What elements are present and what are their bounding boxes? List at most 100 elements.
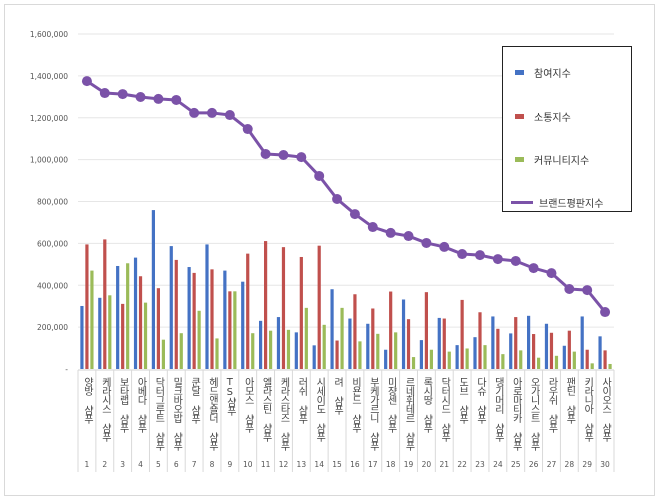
y-tick-label: 400,000 (37, 281, 68, 290)
brand-reputation-point (403, 231, 414, 242)
bar-2 (406, 319, 411, 369)
bar-2 (442, 318, 446, 369)
category-label: 엘라스틴 샴푸 (260, 376, 272, 443)
category-label: 아베다 샴푸 (135, 377, 147, 434)
category-label: 아모스 샴푸 (242, 377, 254, 434)
legend: 참여지수 소통지수 커뮤니티지수 브랜드평판지수 (502, 46, 632, 212)
category-label: 밀크바오밥 샴푸 (171, 377, 183, 452)
bar-1 (455, 345, 459, 369)
brand-reputation-point (314, 170, 325, 181)
bar-1 (401, 299, 406, 369)
category-label: 르네휘테르 샴푸 (403, 377, 415, 452)
legend-label: 브랜드평판지수 (539, 199, 604, 210)
bar-3 (197, 310, 201, 369)
category-label: 양방 샴푸 (81, 377, 93, 425)
category-label: TS샴푸 (224, 377, 236, 417)
category-label: 닥터그루트 샴푸 (153, 377, 165, 452)
category-label: 아로마티카 샴푸 (510, 377, 522, 452)
category-label: 라우쉬 샴푸 (546, 377, 558, 434)
bar-1 (223, 270, 227, 369)
bar-1 (80, 305, 84, 369)
rank-label: 2 (102, 460, 107, 469)
brand-reputation-point (439, 241, 450, 252)
category-label: 러쉬 샴푸 (296, 377, 308, 425)
bar-1 (205, 244, 209, 369)
bar-1 (294, 332, 298, 369)
bar-1 (384, 349, 388, 369)
rank-label: 26 (529, 460, 539, 469)
legend-item-community: 커뮤니티지수 (511, 152, 589, 167)
bar-1 (580, 316, 584, 369)
bar-2 (424, 292, 428, 369)
category-label: 시세이도 샴푸 (314, 377, 326, 443)
bar-1 (241, 281, 245, 369)
bar-2 (460, 299, 464, 369)
rank-label: 14 (314, 460, 324, 469)
bar-2 (103, 239, 107, 369)
brand-reputation-point (457, 249, 468, 260)
category-label: 오가니스트 샴푸 (528, 377, 540, 452)
brand-reputation-point (546, 268, 557, 279)
rank-label: 8 (210, 460, 215, 469)
rank-label: 5 (156, 460, 161, 469)
brand-reputation-point (189, 107, 200, 118)
bar-2 (317, 245, 321, 369)
category-label: 사이오스 샴푸 (600, 377, 612, 443)
legend-item-participation: 참여지수 (511, 65, 571, 80)
brand-reputation-point (117, 89, 128, 100)
category-label: 닥터시드 샴푸 (439, 377, 451, 443)
rank-label: 12 (279, 460, 289, 469)
rank-label: 19 (404, 460, 414, 469)
brand-reputation-point (349, 209, 360, 220)
bar-2 (549, 332, 554, 369)
bar-2 (246, 253, 250, 369)
legend-item-brand-reputation: 브랜드평판지수 (511, 195, 603, 210)
bar-3 (519, 350, 523, 369)
bar-3 (179, 333, 183, 369)
bar-3 (143, 302, 148, 369)
bar-3 (161, 339, 165, 369)
category-label: 미쟝센 샴푸 (385, 377, 397, 434)
legend-swatch (511, 201, 533, 204)
category-label: 보타랩 샴푸 (117, 377, 129, 434)
brand-reputation-point (475, 250, 485, 261)
bar-3 (251, 333, 255, 369)
brand-reputation-point (242, 124, 253, 135)
bar-3 (429, 349, 433, 369)
rank-label: 22 (457, 460, 467, 469)
bar-3 (465, 348, 469, 369)
bar-3 (608, 363, 612, 369)
rank-label: 27 (547, 460, 557, 469)
bar-3 (376, 333, 380, 369)
y-tick-label: 1,200,000 (30, 114, 68, 123)
rank-label: 25 (511, 460, 521, 469)
bar-3 (572, 351, 576, 369)
bar-1 (598, 336, 602, 369)
bar-2 (585, 349, 589, 369)
bar-2 (478, 312, 482, 369)
rank-label: 24 (493, 460, 503, 469)
bar-1 (419, 340, 423, 369)
brand-reputation-point (492, 254, 503, 265)
rank-label: 23 (475, 460, 485, 469)
brand-reputation-point (582, 285, 593, 296)
bar-1 (151, 210, 155, 369)
brand-reputation-point (278, 150, 289, 161)
rank-label: 13 (297, 460, 307, 469)
category-label: 쿤달 샴푸 (189, 377, 201, 425)
legend-label: 커뮤니티지수 (534, 156, 590, 167)
category-label: 록시땅 샴푸 (421, 377, 433, 434)
bar-2 (156, 288, 160, 369)
brand-reputation-point (296, 152, 307, 163)
y-tick-label: - (65, 365, 68, 374)
brand-reputation-point (421, 237, 432, 248)
y-tick-label: 1,000,000 (30, 156, 68, 165)
rank-label: 29 (582, 460, 592, 469)
brand-reputation-point (260, 148, 271, 159)
bar-3 (215, 338, 219, 369)
rank-label: 3 (120, 460, 125, 469)
category-label: 댕기머리 샴푸 (492, 377, 504, 443)
category-label: 키라니아 샴푸 (582, 377, 594, 443)
rank-label: 20 (422, 460, 432, 469)
bar-3 (269, 330, 273, 369)
